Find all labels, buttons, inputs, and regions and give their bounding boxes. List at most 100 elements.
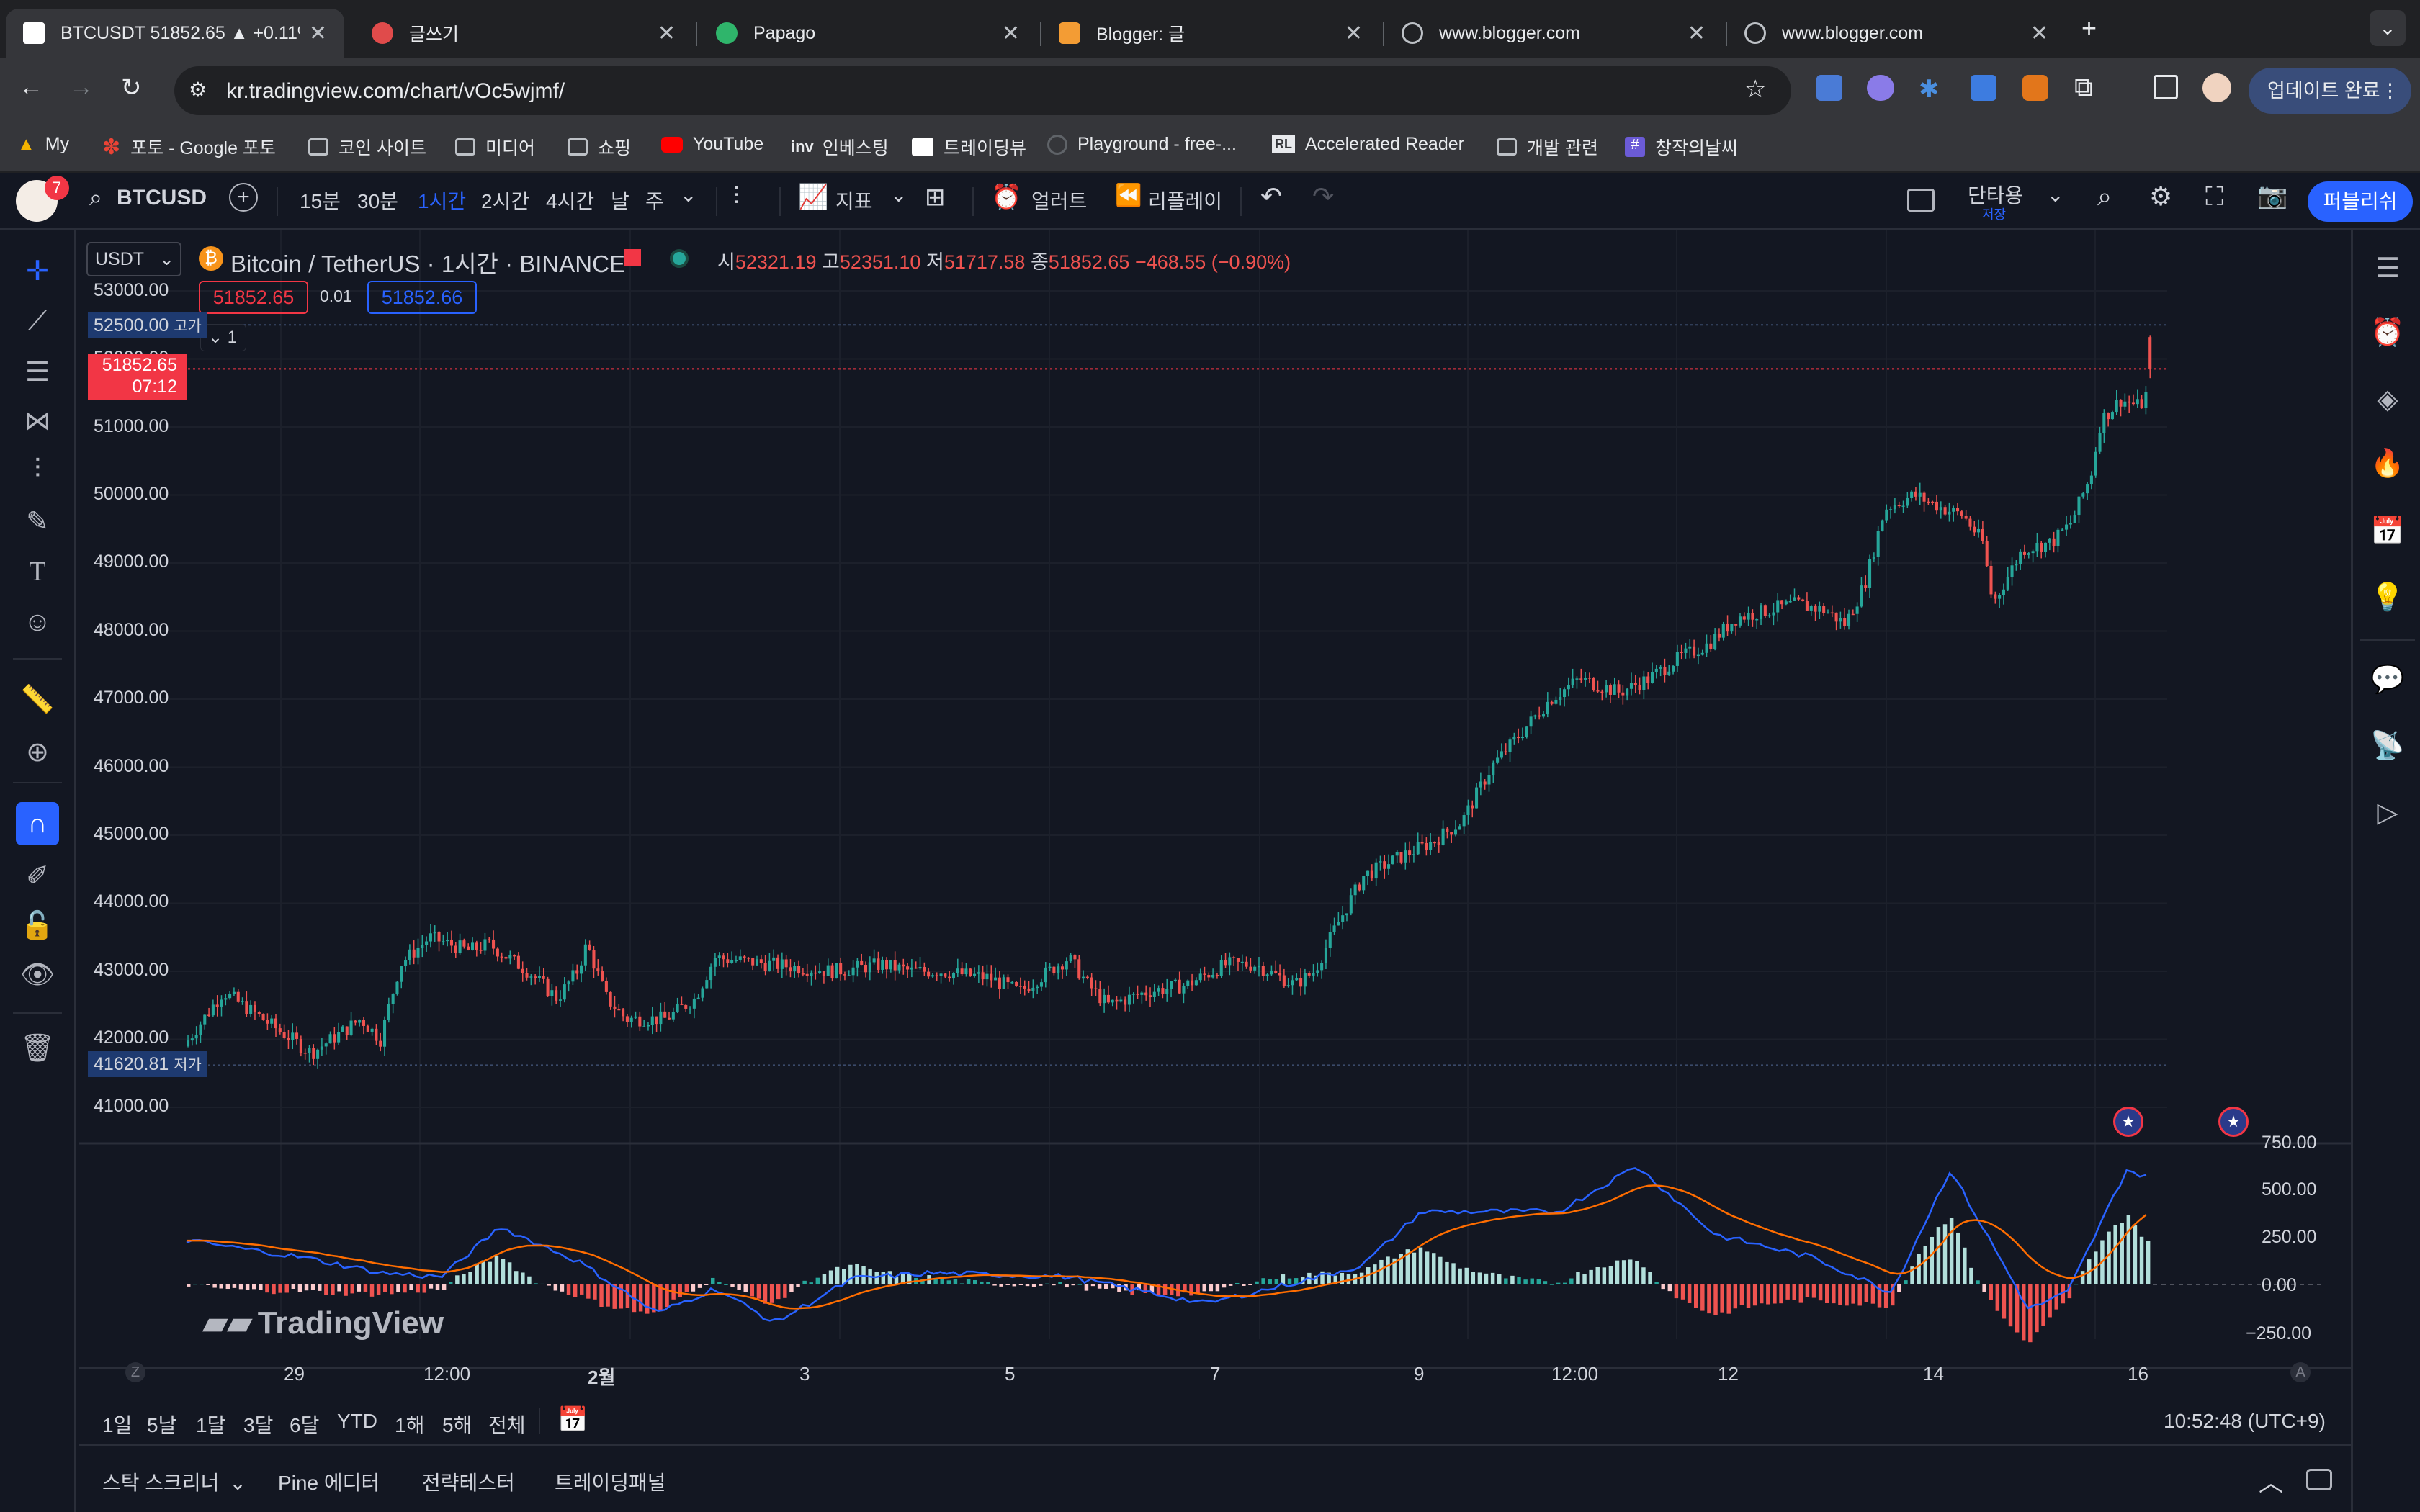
symbol-search-button[interactable]: BTCUSD bbox=[117, 186, 207, 210]
bookmark-tradingview[interactable]: 트레이딩뷰 bbox=[912, 134, 1026, 160]
new-tab-button[interactable]: + bbox=[2081, 13, 2097, 42]
buy-price-button[interactable]: 51852.66 bbox=[367, 281, 477, 314]
browser-tab-3[interactable]: Blogger: 글 ✕ bbox=[1041, 9, 1380, 58]
range-6m[interactable]: 6달 bbox=[290, 1414, 320, 1436]
chats-icon[interactable]: 💬 bbox=[2370, 665, 2405, 695]
panel-stock-screener[interactable]: 스탁 스크리너 ⌄ bbox=[102, 1467, 246, 1496]
object-tree-layers-icon[interactable]: ◈ bbox=[2377, 384, 2398, 415]
omnibox[interactable]: ⚙ kr.tradingview.com/chart/vOc5wjmf/ ☆ bbox=[174, 66, 1791, 115]
chart-area[interactable] bbox=[79, 230, 2351, 1444]
range-5y[interactable]: 5해 bbox=[442, 1414, 472, 1436]
pattern-icon[interactable]: ⋈ bbox=[24, 405, 51, 436]
replay-button[interactable]: 리플레이 bbox=[1148, 190, 1223, 212]
layout-name[interactable]: 단타용 bbox=[1968, 184, 2024, 207]
ideas-bulb-icon[interactable]: 💡 bbox=[2370, 582, 2405, 613]
fullscreen-icon[interactable]: ⛶ bbox=[2205, 181, 2224, 211]
bookmark-folder-shopping[interactable]: 쇼핑 bbox=[568, 134, 631, 160]
browser-tab-4[interactable]: www.blogger.com ✕ bbox=[1384, 9, 1723, 58]
flag-icon[interactable] bbox=[624, 249, 641, 266]
fib-lines-icon[interactable]: ☰ bbox=[24, 356, 50, 387]
ruler-icon[interactable]: 📏 bbox=[20, 685, 55, 715]
alert-clock-icon[interactable]: ⏰ bbox=[991, 184, 1022, 211]
settings-gear-icon[interactable]: ⚙ bbox=[2149, 181, 2173, 211]
zoom-in-icon[interactable]: ⊕ bbox=[26, 737, 49, 768]
layouts-grid-icon[interactable]: ⊞ bbox=[925, 184, 946, 211]
interval-4h[interactable]: 4시간 bbox=[546, 190, 595, 212]
sell-price-button[interactable]: 51852.65 bbox=[199, 281, 308, 314]
publish-button[interactable]: 퍼블리쉬 bbox=[2308, 181, 2413, 222]
forecast-icon[interactable]: ⫶ bbox=[34, 454, 41, 485]
metamask-fox-icon[interactable] bbox=[2022, 75, 2048, 101]
auto-scale-left-button[interactable]: Z bbox=[125, 1362, 145, 1382]
lock-icon[interactable]: 🔓 bbox=[20, 911, 55, 941]
panel-expand-chevron-up-icon[interactable]: ︿ bbox=[2259, 1470, 2283, 1497]
panel-strategy-tester[interactable]: 전략테스터 bbox=[422, 1472, 515, 1494]
interval-day[interactable]: 날 bbox=[611, 190, 629, 212]
range-5d[interactable]: 5날 bbox=[147, 1414, 177, 1436]
currency-selector[interactable]: USDT ⌄ bbox=[86, 242, 182, 276]
alerts-button[interactable]: 얼러트 bbox=[1031, 190, 1088, 212]
redo-icon[interactable]: ↷ bbox=[1312, 181, 1335, 211]
indicators-button[interactable]: 지표 bbox=[835, 190, 873, 212]
bookmark-youtube[interactable]: YouTube bbox=[661, 134, 763, 155]
browser-tab-5[interactable]: www.blogger.com ✕ bbox=[1727, 9, 2066, 58]
bookmark-playground[interactable]: Playground - free-... bbox=[1047, 134, 1237, 155]
range-3m[interactable]: 3달 bbox=[243, 1414, 274, 1436]
chart-svg[interactable] bbox=[79, 230, 2351, 1444]
close-tab-icon[interactable]: ✕ bbox=[657, 21, 676, 45]
more-vert-icon[interactable]: ⋮ bbox=[2380, 80, 2400, 102]
reload-icon[interactable]: ↻ bbox=[121, 74, 142, 102]
extension-blue-icon[interactable] bbox=[1971, 75, 1996, 101]
visibility-eye-icon[interactable]: 👁 bbox=[19, 960, 55, 990]
indicators-chart-icon[interactable]: 📈 bbox=[798, 184, 829, 211]
candle-style-icon[interactable]: ⫶ bbox=[733, 183, 740, 210]
bookmark-folder-media[interactable]: 미디어 bbox=[455, 134, 535, 160]
bookmark-folder-dev[interactable]: 개발 관련 bbox=[1497, 134, 1598, 160]
range-all[interactable]: 전체 bbox=[488, 1414, 526, 1436]
bookmark-investing[interactable]: inv 인베스팅 bbox=[791, 134, 889, 160]
undo-icon[interactable]: ↶ bbox=[1260, 181, 1283, 211]
back-arrow-icon[interactable]: ← bbox=[19, 73, 43, 101]
forward-arrow-icon[interactable]: → bbox=[69, 73, 94, 101]
side-panel-icon[interactable] bbox=[2154, 75, 2178, 99]
interval-1h-active[interactable]: 1시간 bbox=[418, 190, 467, 212]
lock-pencil-icon[interactable]: ✐ bbox=[26, 860, 49, 891]
range-1m[interactable]: 1달 bbox=[196, 1414, 226, 1436]
tab-search-chevron-icon[interactable]: ⌄ bbox=[2370, 10, 2406, 46]
close-tab-icon[interactable]: ✕ bbox=[1344, 21, 1363, 45]
auto-scale-right-button[interactable]: A bbox=[2290, 1362, 2311, 1382]
hotlists-flame-icon[interactable]: 🔥 bbox=[2370, 449, 2405, 479]
bookmark-star-icon[interactable]: ☆ bbox=[1744, 76, 1767, 103]
compare-add-icon[interactable]: + bbox=[229, 183, 258, 212]
alerts-clock-icon[interactable]: ⏰ bbox=[2370, 318, 2405, 348]
close-tab-icon[interactable]: ✕ bbox=[308, 21, 327, 45]
translate-extension-icon[interactable] bbox=[1816, 75, 1842, 101]
bookmark-google-photos[interactable]: ✽ 포토 - Google 포토 bbox=[102, 134, 276, 160]
snapshot-camera-icon[interactable]: 📷 bbox=[2257, 182, 2288, 210]
update-complete-button[interactable]: 업데이트 완료 ⋮ bbox=[2249, 68, 2411, 114]
replay-rewind-icon[interactable]: ⏪ bbox=[1115, 184, 1142, 207]
bookmark-accelerated-reader[interactable]: RL Accelerated Reader bbox=[1272, 134, 1464, 155]
crosshair-icon[interactable]: ✛ bbox=[26, 256, 49, 287]
panel-maximize-icon[interactable] bbox=[2306, 1469, 2332, 1490]
site-settings-icon[interactable]: ⚙ bbox=[189, 78, 207, 101]
quick-search-icon[interactable]: ⌕ bbox=[2097, 181, 2112, 211]
brush-icon[interactable]: ✎ bbox=[26, 506, 49, 537]
range-ytd[interactable]: YTD bbox=[337, 1410, 377, 1432]
bookmark-folder-coin-sites[interactable]: 코인 사이트 bbox=[308, 134, 426, 160]
browser-tab-2[interactable]: Papago ✕ bbox=[699, 9, 1037, 58]
close-tab-icon[interactable]: ✕ bbox=[2030, 21, 2048, 45]
magnet-icon[interactable]: ∩ bbox=[16, 802, 59, 845]
range-1y[interactable]: 1해 bbox=[395, 1414, 425, 1436]
browser-tab-0[interactable]: BTCUSDT 51852.65 ▲ +0.11% ✕ bbox=[6, 9, 344, 58]
notifications-broadcast-icon[interactable]: ▷ bbox=[2377, 797, 2398, 828]
us-event-flag-icon[interactable]: ★ bbox=[2113, 1107, 2143, 1137]
layout-dropdown-chevron-icon[interactable]: ⌄ bbox=[2047, 184, 2064, 206]
streams-icon[interactable]: 📡 bbox=[2370, 731, 2405, 761]
interval-15m[interactable]: 15분 bbox=[300, 190, 341, 212]
layout-square-icon[interactable] bbox=[1907, 189, 1935, 212]
extension-ghost-icon[interactable] bbox=[1867, 75, 1894, 101]
indicators-dropdown-chevron-icon[interactable]: ⌄ bbox=[890, 184, 908, 206]
watchlist-icon[interactable]: ☰ bbox=[2375, 253, 2401, 284]
range-1d[interactable]: 1일 bbox=[102, 1414, 133, 1436]
